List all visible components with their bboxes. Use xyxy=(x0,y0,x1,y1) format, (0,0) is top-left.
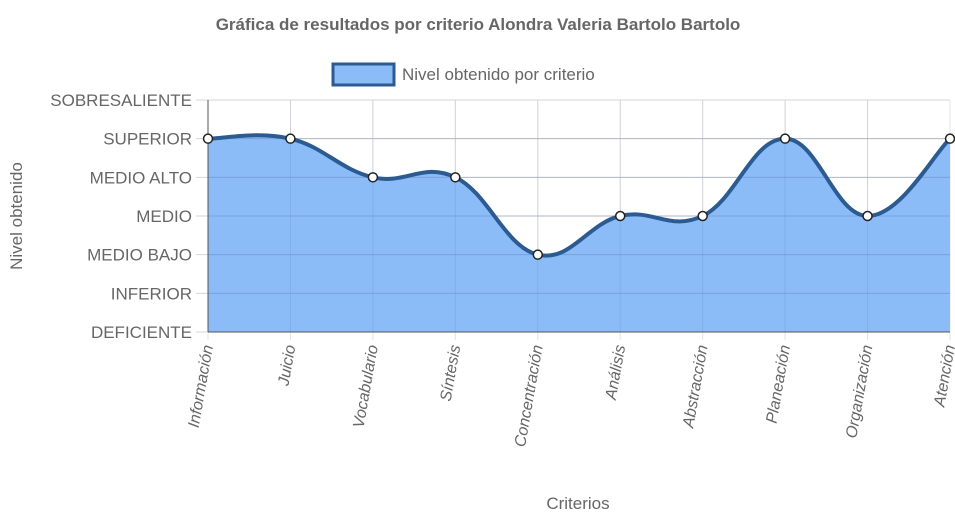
data-point-4 xyxy=(532,249,544,260)
legend-label: Nivel obtenido por criterio xyxy=(402,65,595,84)
data-point-3 xyxy=(450,172,461,183)
legend[interactable]: Nivel obtenido por criterio xyxy=(331,62,595,87)
legend-swatch xyxy=(331,62,396,87)
points-layer xyxy=(202,133,955,260)
x-tick-label: Análisis xyxy=(603,344,629,402)
x-tick-label: Vocabulario xyxy=(351,344,382,430)
x-tick-label: Organización xyxy=(843,344,876,440)
data-point-9 xyxy=(944,133,955,144)
y-axis-title: Nivel obtenido xyxy=(7,162,26,270)
chart-title: Gráfica de resultados por criterio Alond… xyxy=(216,15,741,34)
y-tick-label: INFERIOR xyxy=(111,284,192,303)
data-point-1 xyxy=(285,133,296,144)
area-layer xyxy=(206,100,952,333)
data-point-7 xyxy=(779,133,791,144)
x-tick-label: Juicio xyxy=(275,344,299,388)
data-point-2 xyxy=(367,172,379,183)
y-tick-label: MEDIO BAJO xyxy=(87,246,192,265)
x-tick-label: Atención xyxy=(931,344,955,409)
x-axis: Información Juicio Vocabulario Síntesis Conc… xyxy=(186,344,955,449)
series-area xyxy=(208,135,950,332)
y-tick-label: DEFICIENTE xyxy=(91,323,192,342)
data-point-0 xyxy=(202,133,214,144)
x-tick-label: Abstracción xyxy=(680,344,711,430)
x-tick-label: Información xyxy=(186,344,217,429)
x-tick-label: Concentración xyxy=(512,344,547,449)
x-tick-label: Síntesis xyxy=(438,344,465,403)
y-tick-label: SUPERIOR xyxy=(103,130,192,149)
x-axis-title: Criterios xyxy=(546,494,609,513)
x-tick-label: Planeación xyxy=(764,344,795,425)
data-point-6 xyxy=(697,210,708,222)
data-point-5 xyxy=(614,210,626,222)
data-point-8 xyxy=(862,210,873,222)
series-line xyxy=(206,133,952,258)
y-tick-label: MEDIO xyxy=(136,207,192,226)
y-axis: DEFICIENTE INFERIOR MEDIO BAJO MEDIO MEDIO A… xyxy=(50,91,192,342)
y-tick-label: MEDIO ALTO xyxy=(90,168,192,187)
y-tick-label: SOBRESALIENTE xyxy=(50,91,192,110)
